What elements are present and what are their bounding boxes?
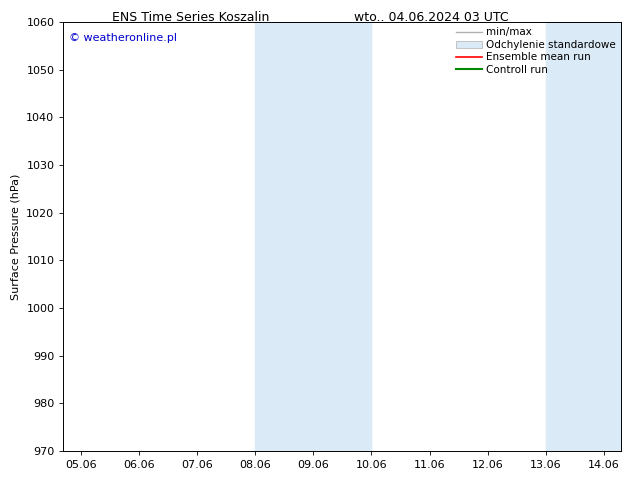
Text: ENS Time Series Koszalin: ENS Time Series Koszalin xyxy=(112,11,269,24)
Y-axis label: Surface Pressure (hPa): Surface Pressure (hPa) xyxy=(11,173,21,299)
Text: © weatheronline.pl: © weatheronline.pl xyxy=(69,33,177,43)
Bar xyxy=(546,22,633,451)
Legend: min/max, Odchylenie standardowe, Ensemble mean run, Controll run: min/max, Odchylenie standardowe, Ensembl… xyxy=(454,25,618,77)
Bar xyxy=(255,22,372,451)
Text: wto.. 04.06.2024 03 UTC: wto.. 04.06.2024 03 UTC xyxy=(354,11,508,24)
